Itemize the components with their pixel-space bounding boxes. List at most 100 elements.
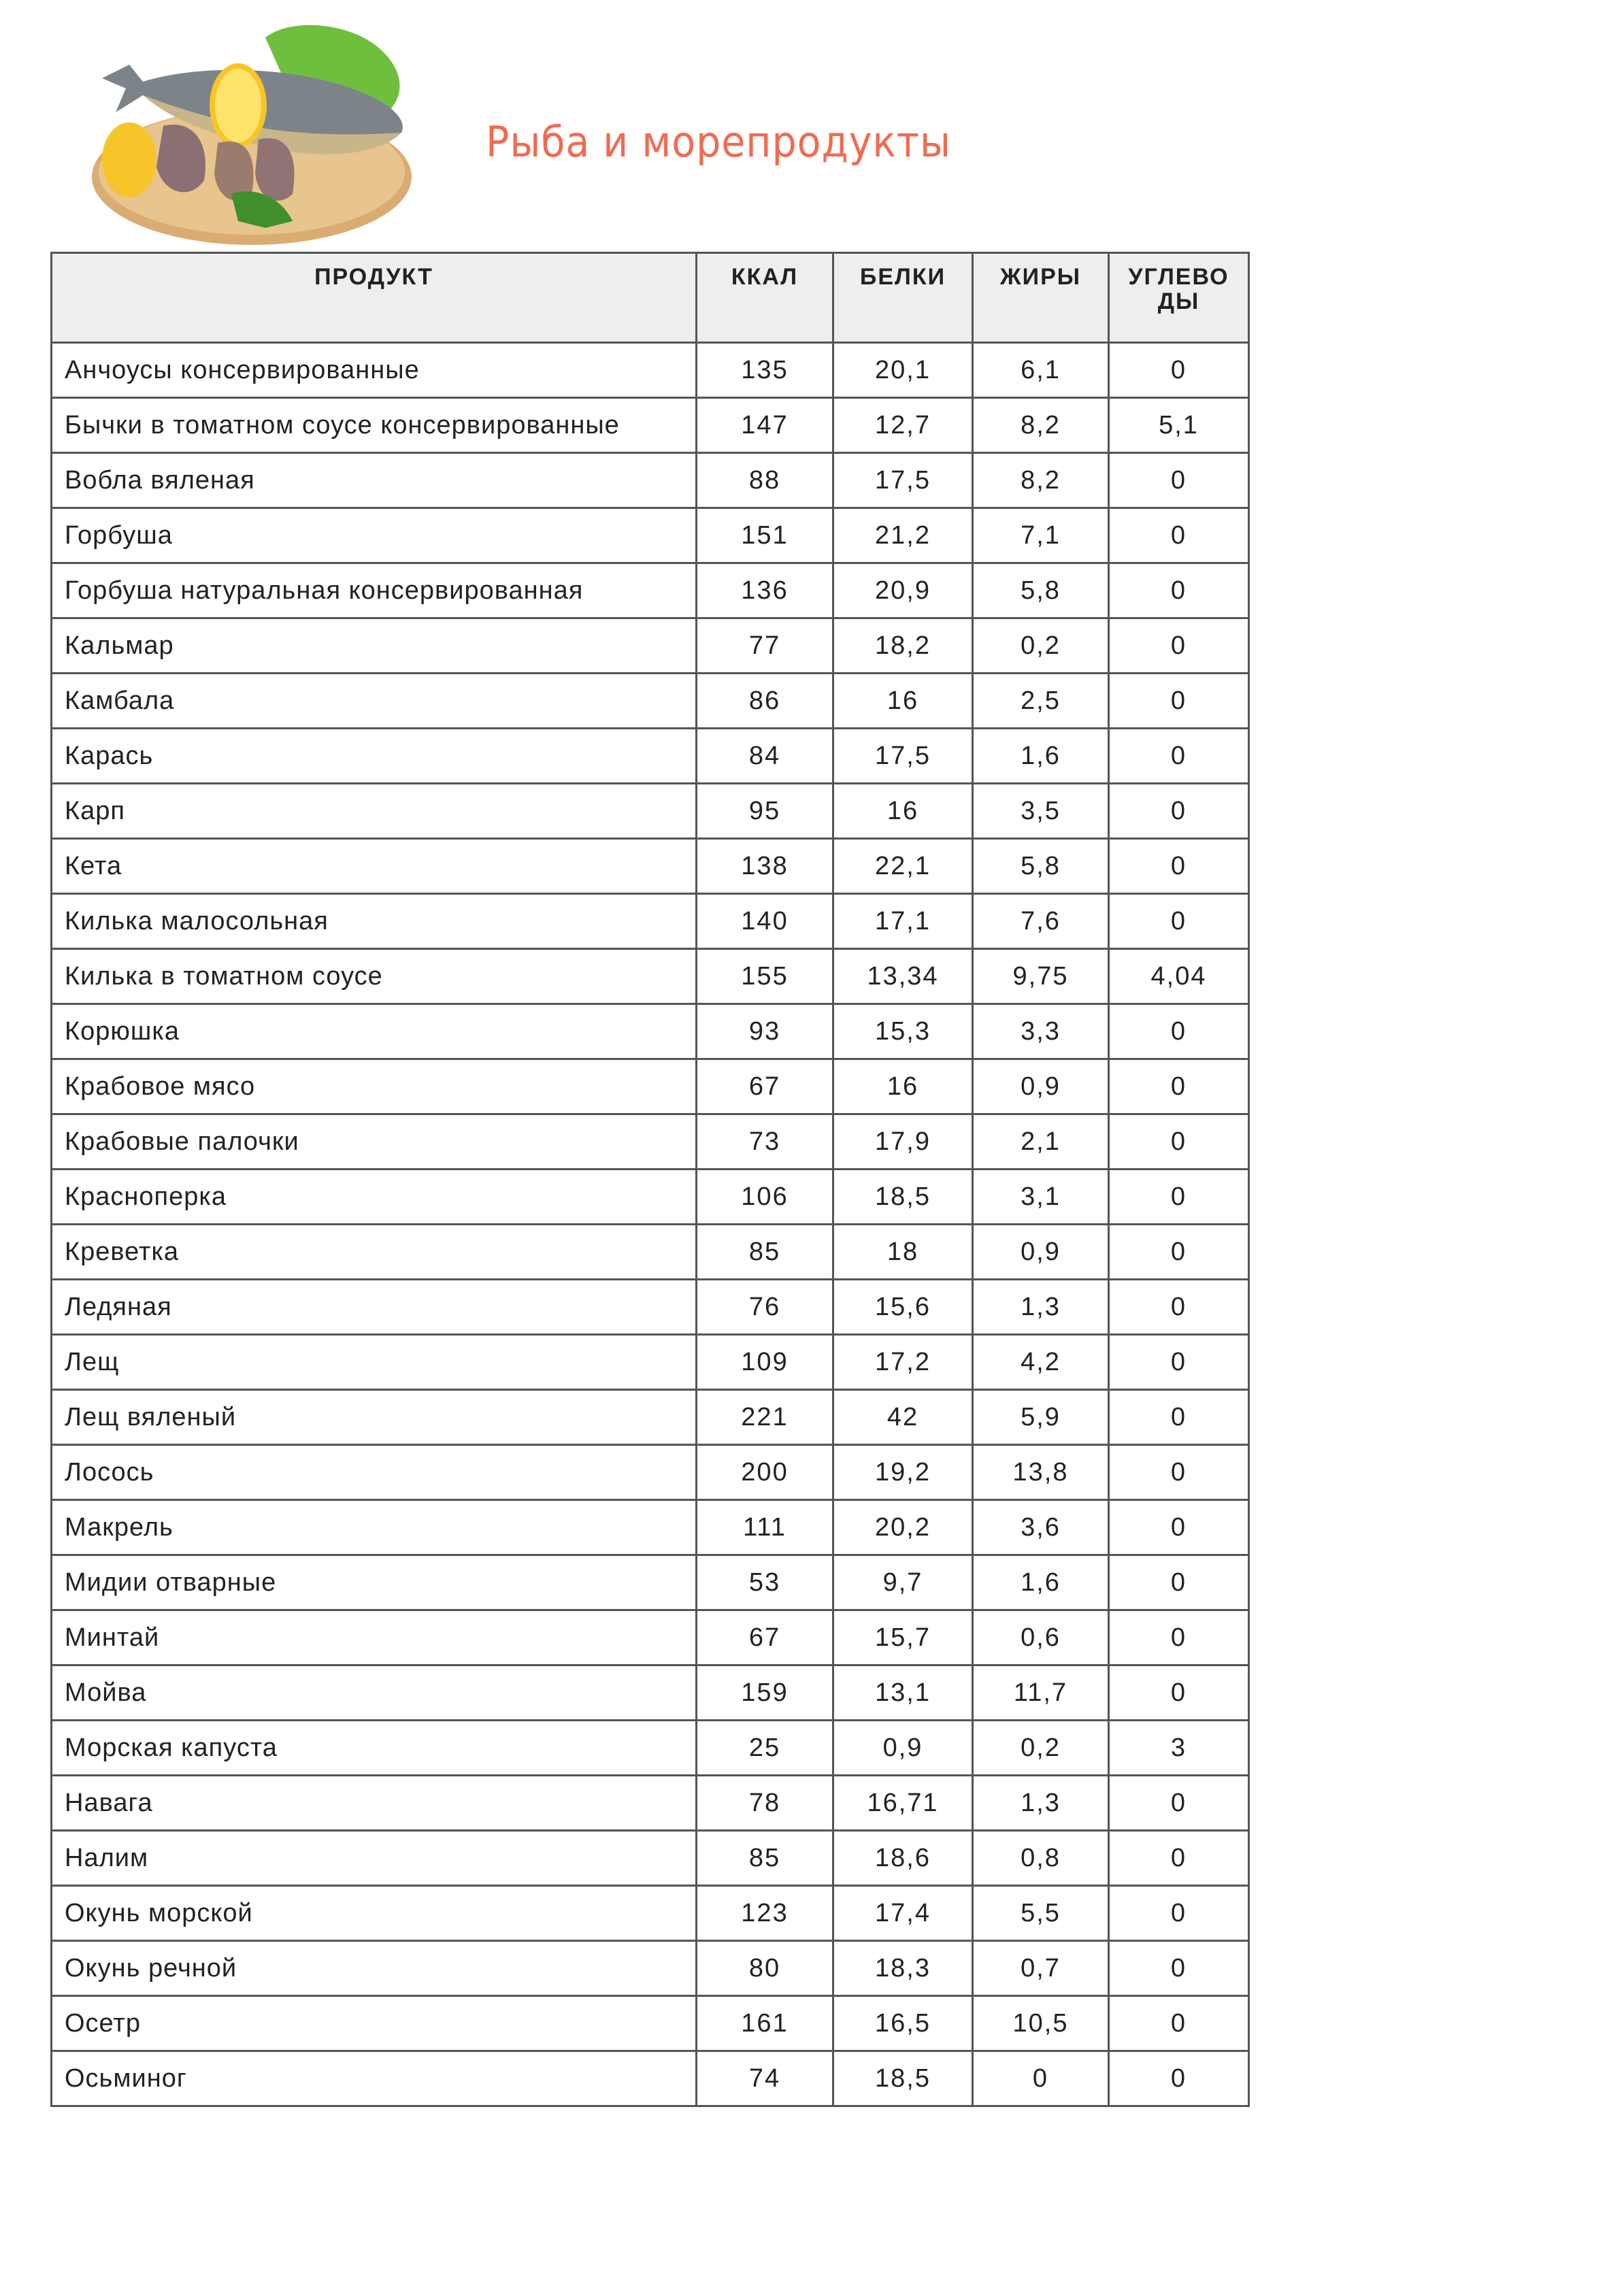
cell-carbs: 0: [1108, 507, 1250, 564]
cell-product: Кета: [50, 838, 697, 895]
cell-kcal: 147: [695, 397, 834, 454]
header-protein: БЕЛКИ: [832, 252, 974, 344]
cell-carbs: 0: [1108, 1444, 1250, 1501]
header-product: ПРОДУКТ: [50, 252, 697, 344]
cell-carbs: 0: [1108, 727, 1250, 784]
table-row: Бычки в томатном соусе консервированные 1…: [50, 397, 1250, 454]
cell-fat: 10,5: [972, 1995, 1110, 2052]
table-row: Крабовые палочки 73 17,9 2,1 0: [50, 1113, 1250, 1170]
cell-product: Макрель: [50, 1499, 697, 1556]
cell-carbs: 4,04: [1108, 948, 1250, 1005]
cell-fat: 3,6: [972, 1499, 1110, 1556]
cell-protein: 22,1: [832, 838, 974, 895]
cell-protein: 15,3: [832, 1003, 974, 1060]
cell-carbs: 0: [1108, 1664, 1250, 1721]
cell-kcal: 159: [695, 1664, 834, 1721]
cell-fat: 0: [972, 2050, 1110, 2107]
cell-protein: 17,1: [832, 893, 974, 950]
table-row: Ледяная 76 15,6 1,3 0: [50, 1278, 1250, 1336]
cell-carbs: 0: [1108, 838, 1250, 895]
cell-kcal: 200: [695, 1444, 834, 1501]
table-row: Осьминог 74 18,5 0 0: [50, 2050, 1250, 2107]
cell-protein: 18,6: [832, 1829, 974, 1887]
cell-carbs: 0: [1108, 1168, 1250, 1225]
cell-fat: 1,3: [972, 1774, 1110, 1831]
cell-product: Вобла вяленая: [50, 452, 697, 509]
cell-carbs: 0: [1108, 1829, 1250, 1887]
cell-product: Креветка: [50, 1223, 697, 1280]
table-row: Карась 84 17,5 1,6 0: [50, 727, 1250, 784]
cell-carbs: 0: [1108, 1058, 1250, 1115]
cell-product: Лосось: [50, 1444, 697, 1501]
cell-fat: 0,7: [972, 1940, 1110, 1997]
cell-product: Карп: [50, 782, 697, 840]
cell-carbs: 0: [1108, 893, 1250, 950]
cell-protein: 20,1: [832, 342, 974, 399]
cell-product: Красноперка: [50, 1168, 697, 1225]
header-kcal: ККАЛ: [695, 252, 834, 344]
cell-fat: 1,6: [972, 1554, 1110, 1611]
cell-fat: 5,8: [972, 838, 1110, 895]
cell-product: Налим: [50, 1829, 697, 1887]
cell-protein: 16: [832, 672, 974, 729]
table-row: Кета 138 22,1 5,8 0: [50, 838, 1250, 895]
cell-kcal: 77: [695, 617, 834, 674]
cell-kcal: 93: [695, 1003, 834, 1060]
cell-kcal: 25: [695, 1719, 834, 1776]
cell-carbs: 0: [1108, 1003, 1250, 1060]
table-row: Мидии отварные 53 9,7 1,6 0: [50, 1554, 1250, 1611]
cell-kcal: 106: [695, 1168, 834, 1225]
table-row: Навага 78 16,71 1,3 0: [50, 1774, 1250, 1831]
table-row: Окунь речной 80 18,3 0,7 0: [50, 1940, 1250, 1997]
cell-protein: 18,3: [832, 1940, 974, 1997]
cell-product: Мидии отварные: [50, 1554, 697, 1611]
cell-kcal: 74: [695, 2050, 834, 2107]
cell-fat: 6,1: [972, 342, 1110, 399]
cell-kcal: 109: [695, 1333, 834, 1391]
cell-protein: 9,7: [832, 1554, 974, 1611]
cell-fat: 0,2: [972, 1719, 1110, 1776]
cell-carbs: 0: [1108, 342, 1250, 399]
cell-kcal: 86: [695, 672, 834, 729]
cell-product: Крабовое мясо: [50, 1058, 697, 1115]
header-carbs: УГЛЕВО ДЫ: [1108, 252, 1250, 344]
cell-fat: 3,5: [972, 782, 1110, 840]
table-row: Килька малосольная 140 17,1 7,6 0: [50, 893, 1250, 950]
cell-fat: 0,8: [972, 1829, 1110, 1887]
cell-carbs: 0: [1108, 1885, 1250, 1942]
cell-product: Килька малосольная: [50, 893, 697, 950]
cell-carbs: 0: [1108, 1389, 1250, 1446]
cell-kcal: 111: [695, 1499, 834, 1556]
table-row: Карп 95 16 3,5 0: [50, 782, 1250, 840]
cell-product: Ледяная: [50, 1278, 697, 1336]
cell-carbs: 0: [1108, 1940, 1250, 1997]
cell-fat: 2,5: [972, 672, 1110, 729]
cell-fat: 0,2: [972, 617, 1110, 674]
cell-protein: 16: [832, 1058, 974, 1115]
cell-protein: 17,4: [832, 1885, 974, 1942]
cell-fat: 1,3: [972, 1278, 1110, 1336]
cell-protein: 42: [832, 1389, 974, 1446]
cell-fat: 8,2: [972, 397, 1110, 454]
fish-on-board-image: [92, 24, 412, 245]
cell-protein: 15,7: [832, 1609, 974, 1666]
cell-kcal: 67: [695, 1058, 834, 1115]
table-row: Крабовое мясо 67 16 0,9 0: [50, 1058, 1250, 1115]
cell-product: Лещ вяленый: [50, 1389, 697, 1446]
cell-kcal: 88: [695, 452, 834, 509]
cell-product: Анчоусы консервированные: [50, 342, 697, 399]
cell-kcal: 135: [695, 342, 834, 399]
cell-protein: 20,9: [832, 562, 974, 619]
cell-product: Горбуша: [50, 507, 697, 564]
cell-fat: 5,8: [972, 562, 1110, 619]
cell-fat: 0,9: [972, 1058, 1110, 1115]
table-row: Камбала 86 16 2,5 0: [50, 672, 1250, 729]
cell-kcal: 221: [695, 1389, 834, 1446]
table-row: Мойва 159 13,1 11,7 0: [50, 1664, 1250, 1721]
cell-kcal: 140: [695, 893, 834, 950]
cell-carbs: 0: [1108, 672, 1250, 729]
cell-fat: 5,9: [972, 1389, 1110, 1446]
cell-carbs: 0: [1108, 1499, 1250, 1556]
cell-fat: 1,6: [972, 727, 1110, 784]
cell-carbs: 0: [1108, 1995, 1250, 2052]
